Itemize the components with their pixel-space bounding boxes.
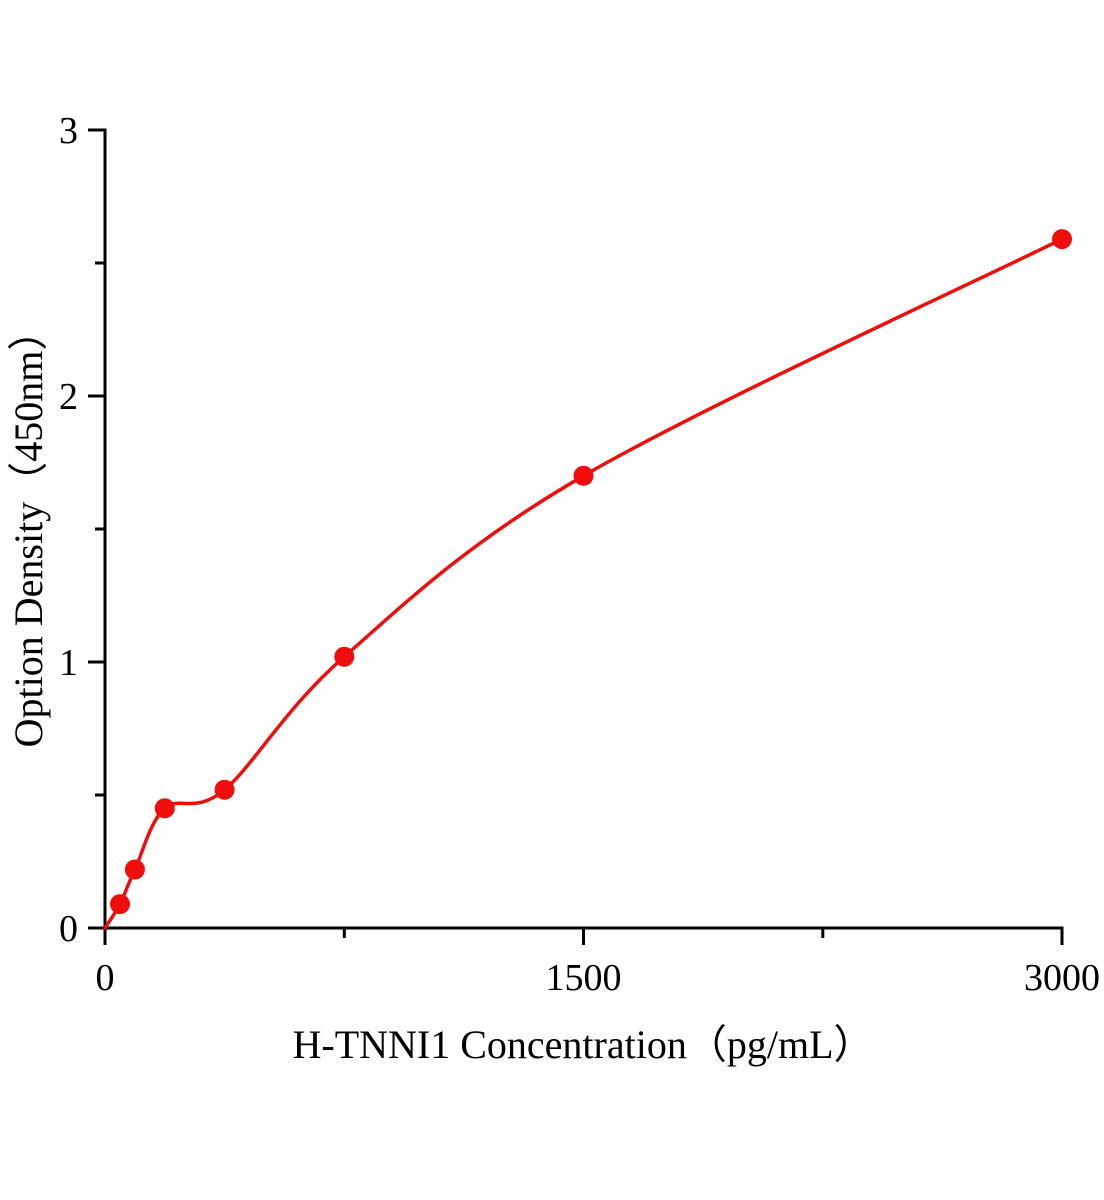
data-point: [124, 859, 145, 880]
data-point: [573, 465, 594, 486]
data-series: [103, 229, 1072, 930]
data-point: [110, 894, 130, 915]
x-axis-title: H-TNNI1 Concentration（pg/mL）: [293, 1022, 874, 1067]
data-point: [214, 779, 235, 800]
data-point: [154, 798, 175, 819]
y-tick-label-3: 3: [59, 110, 78, 152]
y-tick-labels: 0 1 2 3: [59, 110, 78, 950]
x-tick-label-1500: 1500: [546, 957, 622, 999]
y-tick-label-0: 0: [59, 908, 78, 950]
y-tick-label-1: 1: [59, 642, 78, 684]
x-tick-label-0: 0: [96, 957, 115, 999]
standard-curve-line: [103, 237, 1064, 930]
x-axis: [103, 926, 1064, 945]
data-point: [1052, 229, 1072, 250]
x-tick-label-3000: 3000: [1024, 957, 1100, 999]
x-tick-labels: 0 1500 3000: [96, 957, 1101, 999]
y-axis-title: Option Density（450nm）: [6, 311, 51, 748]
data-point: [334, 646, 355, 667]
y-axis: [88, 128, 107, 930]
y-tick-label-2: 2: [59, 376, 78, 418]
